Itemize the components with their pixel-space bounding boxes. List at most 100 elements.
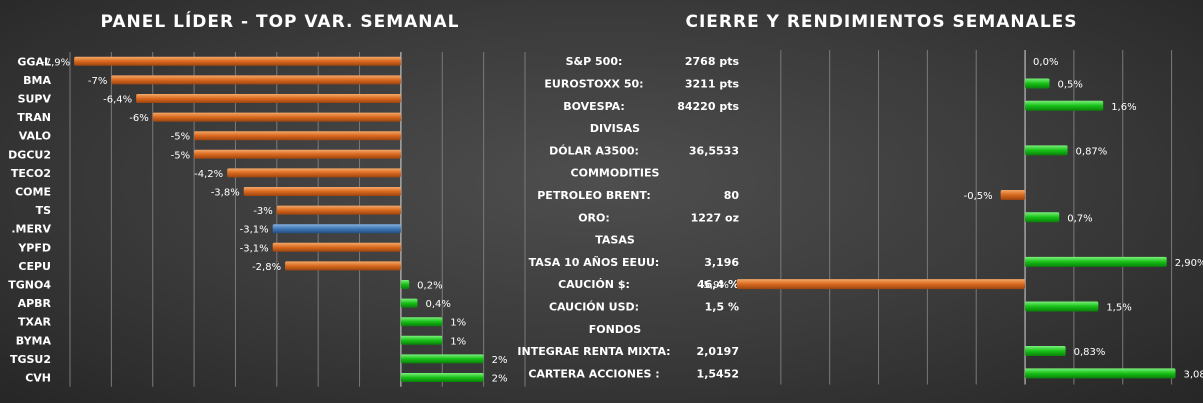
row-label-cartera-acciones: CARTERA ACCIONES :	[528, 367, 659, 380]
left-value-label: -5%	[171, 150, 190, 161]
row-value: 46,4 %	[697, 278, 739, 291]
left-value-label: -2,8%	[252, 262, 281, 273]
left-category-label: BYMA	[16, 334, 52, 347]
row-label-eurostoxx-50: EUROSTOXX 50:	[544, 77, 643, 90]
right-value-label: -5,9%	[700, 280, 729, 291]
row-label-d-lar-a3500: DÓLAR A3500:	[549, 144, 639, 157]
left-bar-bma	[111, 75, 401, 85]
left-category-label: TRAN	[17, 111, 51, 124]
left-category-label: DGCU2	[8, 148, 51, 161]
right-bar-cartera-acciones	[1025, 368, 1176, 379]
row-value: 3211 pts	[685, 77, 740, 90]
right-value-label: 3,08%	[1183, 369, 1203, 380]
right-bar-integrae-renta-mixta	[1025, 346, 1066, 357]
left-category-label: TGSU2	[10, 353, 51, 366]
row-label-tasa-10-a-os-eeuu: TASA 10 AÑOS EEUU:	[529, 256, 660, 269]
right-bar-petroleo-brent	[1000, 189, 1026, 200]
right-value-label: 0,0%	[1033, 57, 1058, 68]
left-bar-cvh	[400, 373, 484, 382]
left-bar-tgsu2	[400, 354, 484, 364]
left-bar-tran	[152, 112, 401, 122]
right-bar-oro	[1025, 212, 1060, 223]
row-label-cauci-n: CAUCIÓN $:	[558, 278, 630, 291]
row-label-bovespa: BOVESPA:	[563, 100, 625, 113]
left-value-label: -7%	[88, 76, 107, 87]
row-value: 36,5533	[689, 144, 739, 157]
section-header-divisas: DIVISAS	[590, 122, 640, 135]
left-category-label: TXAR	[18, 316, 51, 329]
right-value-label: 1,5%	[1106, 302, 1131, 313]
section-header-commodities: COMMODITIES	[571, 167, 660, 180]
left-bar-merv	[272, 224, 401, 234]
left-category-label: GGAL	[17, 55, 51, 68]
left-bar-cepu	[285, 261, 401, 271]
left-bar-tgno4	[400, 280, 410, 289]
left-bar-valo	[194, 131, 401, 141]
right-value-label: 0,5%	[1057, 79, 1082, 90]
row-value: 80	[724, 189, 740, 202]
left-bar-supv	[136, 94, 401, 103]
left-bar-ts	[276, 205, 401, 215]
row-value: 2,0197	[697, 345, 739, 358]
left-value-label: 1%	[450, 318, 466, 329]
row-label-oro: ORO:	[578, 211, 610, 224]
left-value-label: -3%	[253, 206, 272, 217]
left-category-label: SUPV	[18, 93, 52, 106]
row-label-s-p-500: S&P 500:	[566, 55, 623, 68]
right-chart-title: CIERRE Y RENDIMIENTOS SEMANALES	[685, 12, 1078, 32]
row-label-petroleo-brent: PETROLEO BRENT:	[537, 189, 650, 202]
left-bar-ypfd	[272, 242, 401, 252]
left-category-label: VALO	[19, 130, 51, 143]
left-bar-byma	[400, 335, 443, 345]
left-category-label: COME	[15, 186, 51, 199]
right-bar-eurostoxx-50	[1025, 78, 1050, 89]
left-chart-title: PANEL LÍDER - TOP VAR. SEMANAL	[100, 12, 460, 32]
left-category-label: .MERV	[11, 223, 51, 236]
left-bar-dgcu2	[194, 149, 401, 159]
row-value: 3,196	[704, 256, 739, 269]
section-header-tasas: TASAS	[595, 234, 635, 247]
left-value-label: -3,1%	[240, 225, 269, 236]
right-value-label: 2,90%	[1175, 258, 1203, 269]
row-value: 1,5452	[697, 367, 739, 380]
left-bar-txar	[400, 317, 443, 327]
left-bar-teco2	[227, 168, 401, 178]
right-value-label: 0,7%	[1067, 213, 1092, 224]
left-bar-ggal	[74, 56, 401, 66]
left-value-label: -7,9%	[41, 57, 70, 68]
left-category-label: TGNO4	[8, 279, 51, 292]
right-bar-tasa-10-a-os-eeuu	[1025, 256, 1167, 267]
right-value-label: 0,87%	[1076, 146, 1108, 157]
left-value-label: -3,1%	[240, 243, 269, 254]
left-value-label: 2%	[492, 355, 508, 366]
left-value-label: 2%	[492, 374, 508, 385]
row-label-integrae-renta-mixta: INTEGRAE RENTA MIXTA:	[517, 345, 670, 358]
left-category-label: YPFD	[17, 241, 51, 254]
left-category-label: CEPU	[18, 260, 51, 273]
left-value-label: 0,4%	[425, 299, 450, 310]
left-category-label: CVH	[25, 372, 51, 385]
row-value: 1,5 %	[705, 300, 739, 313]
left-bar-apbr	[400, 298, 418, 308]
left-value-label: -3,8%	[211, 188, 240, 199]
left-value-label: 1%	[450, 336, 466, 347]
row-value: 2768 pts	[685, 55, 740, 68]
row-label-cauci-n-usd: CAUCIÓN USD:	[549, 300, 639, 313]
row-value: 1227 oz	[691, 211, 739, 224]
section-header-fondos: FONDOS	[589, 323, 642, 336]
right-bar-cauci-n	[736, 279, 1026, 290]
right-value-label: 1,6%	[1111, 102, 1136, 113]
right-value-label: 0,83%	[1074, 347, 1106, 358]
left-bar-come	[243, 187, 401, 196]
right-value-label: -0,5%	[964, 191, 993, 202]
left-value-label: -5%	[171, 132, 190, 143]
right-bar-d-lar-a3500	[1025, 145, 1068, 156]
left-category-label: TS	[36, 204, 52, 217]
right-bar-bovespa	[1025, 100, 1104, 111]
left-category-label: BMA	[23, 74, 51, 87]
left-value-label: -6,4%	[103, 95, 132, 106]
row-value: 84220 pts	[677, 100, 739, 113]
left-value-label: 0,2%	[417, 281, 442, 292]
left-category-label: APBR	[18, 297, 52, 310]
